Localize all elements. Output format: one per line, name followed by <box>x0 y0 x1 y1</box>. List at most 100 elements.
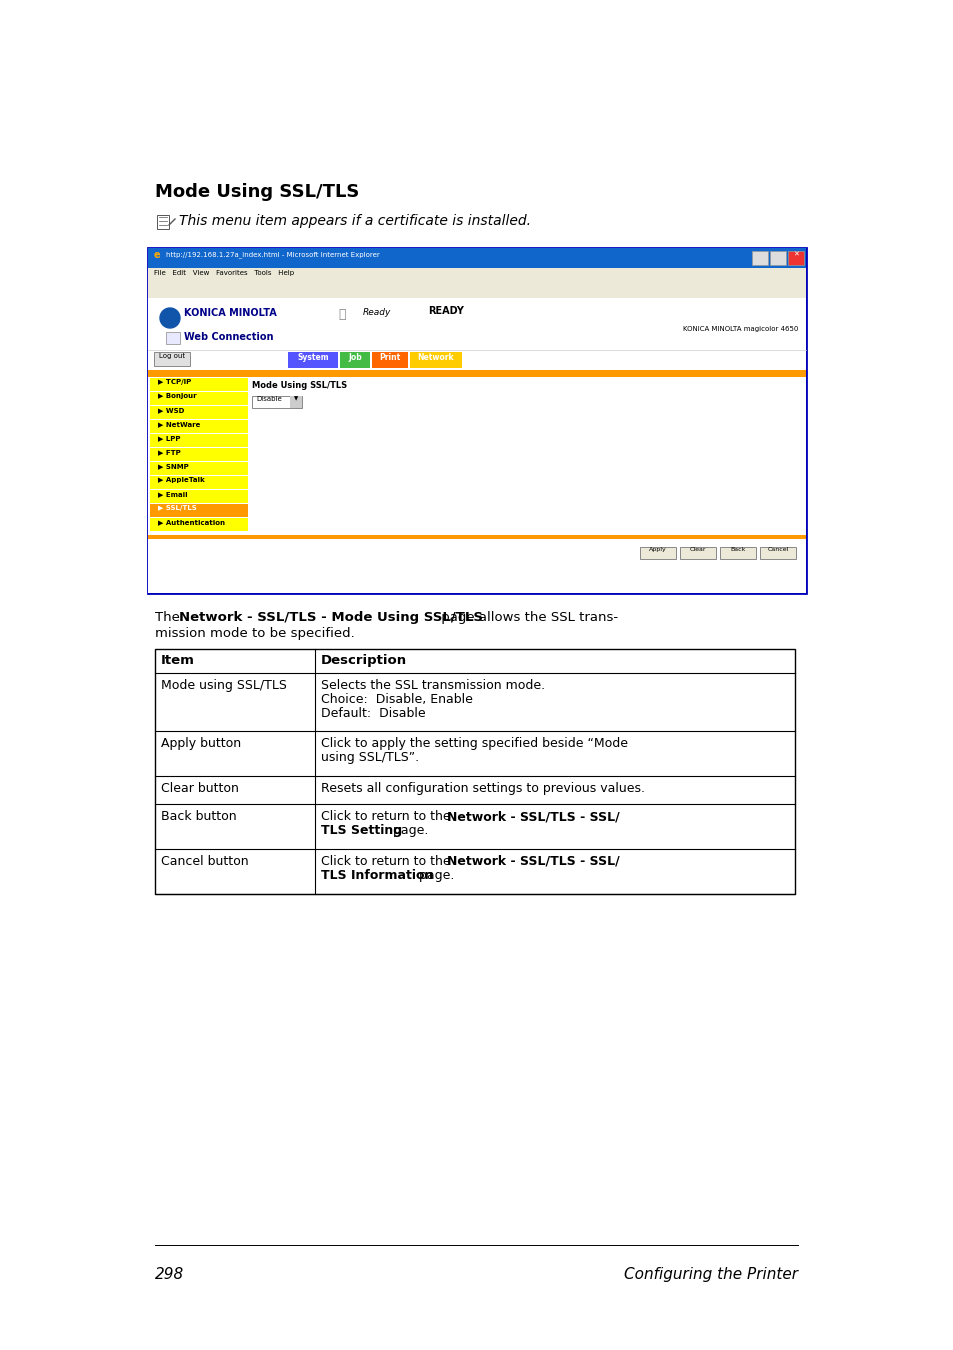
Text: Back: Back <box>730 547 745 552</box>
Bar <box>148 269 805 284</box>
Text: Resets all configuration settings to previous values.: Resets all configuration settings to pre… <box>320 782 644 795</box>
Text: Click to return to the: Click to return to the <box>320 810 455 824</box>
Text: ✕: ✕ <box>792 252 798 258</box>
Circle shape <box>160 308 180 328</box>
Text: Default:  Disable: Default: Disable <box>320 707 425 720</box>
Text: ▶ FTP: ▶ FTP <box>158 450 180 455</box>
Bar <box>760 547 795 559</box>
Text: Ready: Ready <box>363 308 391 317</box>
Text: Disable: Disable <box>255 396 281 402</box>
Bar <box>148 370 805 377</box>
Text: Network - SSL/TLS - Mode Using SSL/TLS: Network - SSL/TLS - Mode Using SSL/TLS <box>179 612 482 624</box>
Text: page.: page. <box>415 869 454 882</box>
Text: This menu item appears if a certificate is installed.: This menu item appears if a certificate … <box>179 215 531 228</box>
Text: TLS Setting: TLS Setting <box>320 824 402 837</box>
Bar <box>153 352 190 366</box>
Text: READY: READY <box>428 306 463 316</box>
Text: ▶ AppleTalk: ▶ AppleTalk <box>158 477 205 483</box>
Text: ▶ Bonjour: ▶ Bonjour <box>158 393 196 400</box>
Text: ✋: ✋ <box>337 308 345 321</box>
Text: KONICA MINOLTA: KONICA MINOLTA <box>184 308 276 319</box>
Text: Job: Job <box>348 352 361 362</box>
Text: using SSL/TLS”.: using SSL/TLS”. <box>320 751 418 764</box>
Text: Web Connection: Web Connection <box>184 332 274 342</box>
Text: The: The <box>154 612 184 624</box>
Bar <box>150 420 248 433</box>
Bar <box>150 518 248 531</box>
Bar <box>720 547 755 559</box>
Bar <box>154 649 794 894</box>
Bar <box>150 490 248 504</box>
Bar <box>410 352 461 369</box>
Bar <box>148 248 805 593</box>
Bar <box>150 477 248 489</box>
Text: e: e <box>153 250 160 261</box>
Text: TLS Information: TLS Information <box>320 869 433 882</box>
Bar <box>166 332 180 344</box>
Text: page allows the SSL trans-: page allows the SSL trans- <box>436 612 618 624</box>
Text: Click to apply the setting specified beside “Mode: Click to apply the setting specified bes… <box>320 737 627 751</box>
Text: mission mode to be specified.: mission mode to be specified. <box>154 626 355 640</box>
Bar <box>148 284 805 298</box>
Text: ▶ NetWare: ▶ NetWare <box>158 421 200 427</box>
Bar <box>751 251 767 265</box>
Text: Mode Using SSL/TLS: Mode Using SSL/TLS <box>154 184 359 201</box>
Bar <box>150 406 248 418</box>
Text: Mode Using SSL/TLS: Mode Using SSL/TLS <box>252 381 347 390</box>
Text: ▶ SNMP: ▶ SNMP <box>158 463 189 468</box>
Text: Click to return to the: Click to return to the <box>320 855 455 868</box>
Bar <box>639 547 676 559</box>
Text: Mode using SSL/TLS: Mode using SSL/TLS <box>161 679 287 693</box>
Bar <box>148 539 805 563</box>
Bar <box>150 462 248 475</box>
Text: Item: Item <box>161 653 194 667</box>
Text: System: System <box>297 352 329 362</box>
Text: File   Edit   View   Favorites   Tools   Help: File Edit View Favorites Tools Help <box>153 270 294 275</box>
Bar <box>148 298 805 593</box>
Text: Cancel: Cancel <box>766 547 788 552</box>
Bar <box>148 535 805 541</box>
Text: Log out: Log out <box>159 352 185 359</box>
Bar <box>339 352 370 369</box>
Bar <box>157 215 169 230</box>
Bar <box>150 378 248 392</box>
Bar <box>150 392 248 405</box>
Text: ▶ WSD: ▶ WSD <box>158 406 184 413</box>
Text: Apply: Apply <box>648 547 666 552</box>
Bar <box>769 251 785 265</box>
Text: ▼: ▼ <box>294 396 297 401</box>
Bar <box>148 298 805 350</box>
Text: ▶ Email: ▶ Email <box>158 491 188 497</box>
Text: Description: Description <box>320 653 407 667</box>
Text: Back button: Back button <box>161 810 236 824</box>
Bar <box>150 433 248 447</box>
Text: Clear: Clear <box>689 547 705 552</box>
Text: Choice:  Disable, Enable: Choice: Disable, Enable <box>320 693 473 706</box>
Text: Clear button: Clear button <box>161 782 238 795</box>
Bar <box>679 547 716 559</box>
Text: ▶ SSL/TLS: ▶ SSL/TLS <box>158 505 196 512</box>
Text: Network - SSL/TLS - SSL/: Network - SSL/TLS - SSL/ <box>447 810 619 824</box>
Text: KONICA MINOLTA magicolor 4650: KONICA MINOLTA magicolor 4650 <box>682 325 797 332</box>
Text: Print: Print <box>379 352 400 362</box>
Bar <box>148 248 805 269</box>
Bar <box>372 352 408 369</box>
Text: ▶ LPP: ▶ LPP <box>158 435 180 441</box>
Text: Apply button: Apply button <box>161 737 241 751</box>
Text: page.: page. <box>389 824 428 837</box>
Text: ▶ Authentication: ▶ Authentication <box>158 518 225 525</box>
Text: Selects the SSL transmission mode.: Selects the SSL transmission mode. <box>320 679 544 693</box>
Text: ▶ TCP/IP: ▶ TCP/IP <box>158 379 191 385</box>
Text: Network: Network <box>417 352 454 362</box>
Text: Cancel button: Cancel button <box>161 855 249 868</box>
Bar <box>252 396 302 408</box>
Text: Network - SSL/TLS - SSL/: Network - SSL/TLS - SSL/ <box>447 855 619 868</box>
Text: 298: 298 <box>154 1268 184 1282</box>
Text: Configuring the Printer: Configuring the Printer <box>623 1268 797 1282</box>
Text: http://192.168.1.27a_index.html - Microsoft Internet Explorer: http://192.168.1.27a_index.html - Micros… <box>166 251 379 258</box>
Bar <box>150 448 248 460</box>
Bar <box>150 504 248 517</box>
Bar <box>787 251 803 265</box>
Bar <box>288 352 337 369</box>
Bar <box>290 396 302 408</box>
